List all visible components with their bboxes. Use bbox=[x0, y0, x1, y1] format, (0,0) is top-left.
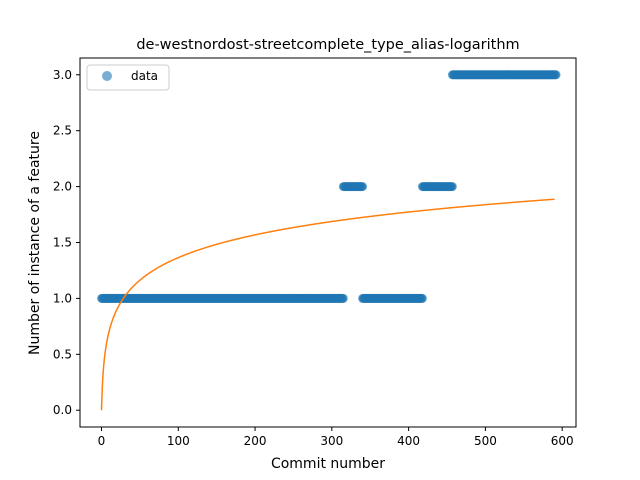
plot-area bbox=[97, 70, 561, 411]
y-tick-label: 1.5 bbox=[53, 236, 72, 250]
x-tick-label: 400 bbox=[397, 434, 420, 448]
data-point bbox=[551, 70, 561, 80]
x-axis-label: Commit number bbox=[271, 456, 385, 472]
series-data bbox=[97, 70, 561, 303]
y-tick-label: 0.0 bbox=[53, 403, 72, 417]
data-point bbox=[417, 293, 427, 303]
y-axis-ticks: 0.0 0.5 1.0 1.5 2.0 2.5 3.0 bbox=[53, 68, 80, 417]
chart-title: de-westnordost-streetcomplete_type_alias… bbox=[136, 37, 519, 53]
data-point bbox=[338, 293, 348, 303]
x-tick-label: 200 bbox=[244, 434, 267, 448]
y-tick-label: 2.5 bbox=[53, 124, 72, 138]
x-tick-label: 500 bbox=[474, 434, 497, 448]
x-tick-label: 600 bbox=[551, 434, 574, 448]
data-point bbox=[447, 182, 457, 192]
series-fit bbox=[100, 198, 555, 411]
y-tick-label: 1.0 bbox=[53, 291, 72, 305]
legend-marker-data bbox=[102, 71, 112, 81]
y-tick-label: 0.5 bbox=[53, 347, 72, 361]
y-tick-label: 3.0 bbox=[53, 68, 72, 82]
legend-label-data: data bbox=[131, 69, 158, 83]
x-tick-label: 300 bbox=[320, 434, 343, 448]
x-tick-label: 100 bbox=[167, 434, 190, 448]
y-axis-label: Number of instance of a feature bbox=[27, 131, 43, 355]
x-axis-ticks: 0 100 200 300 400 500 600 bbox=[98, 427, 574, 448]
data-point bbox=[358, 182, 368, 192]
x-tick-label: 0 bbox=[98, 434, 106, 448]
fit-line bbox=[100, 198, 555, 411]
y-tick-label: 2.0 bbox=[53, 180, 72, 194]
legend: data bbox=[86, 64, 170, 91]
